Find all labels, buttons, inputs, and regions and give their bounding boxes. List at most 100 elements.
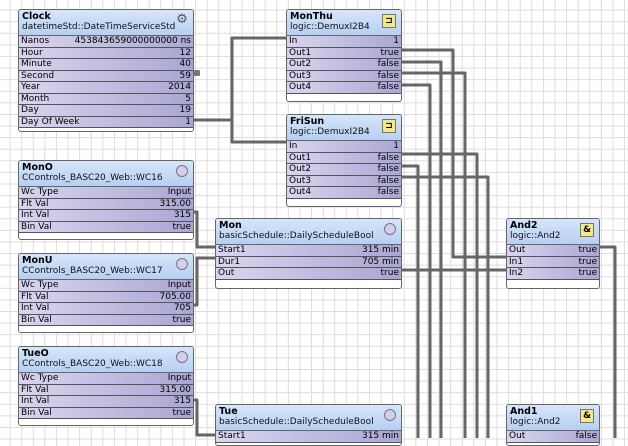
slot-row[interactable]: In 1 (287, 141, 401, 153)
slot-row[interactable]: Out true (216, 268, 401, 280)
block-monthu[interactable]: MonThu logic::DemuxI2B4 ⊐ In 1 Out1 true Out2 fa… (286, 9, 402, 102)
demux-icon: ⊐ (382, 14, 396, 28)
block-mon[interactable]: Mon basicSchedule::DailyScheduleBool Start… (215, 218, 402, 289)
slot-row[interactable]: Int Val 315 (19, 210, 193, 222)
slot-row[interactable]: In 1 (287, 36, 401, 48)
slot-value: true (380, 47, 399, 58)
slot-row[interactable]: Out2 false (287, 164, 401, 176)
wire[interactable] (230, 120, 286, 144)
wire[interactable] (400, 60, 443, 438)
wire[interactable] (598, 245, 617, 438)
slot-value: 1 (393, 141, 399, 151)
slot-row[interactable]: Out true (507, 245, 599, 257)
slot-label: In1 (509, 256, 524, 267)
slot-row[interactable]: Hour 12 (19, 47, 193, 59)
slot-row[interactable]: Year 2014 (19, 82, 193, 94)
block-header[interactable]: And2 logic::And2 & (507, 219, 599, 245)
slot-label: Second (21, 70, 55, 81)
slot-row[interactable]: Dur1 705 min (216, 256, 401, 268)
block-header[interactable]: Mon basicSchedule::DailyScheduleBool (216, 219, 401, 245)
slot-label: Flt Val (21, 198, 49, 209)
slot-value: 705.00 (159, 291, 192, 302)
and-icon: & (580, 409, 594, 423)
block-and1[interactable]: And1 logic::And2 & Out false (506, 404, 600, 446)
slot-row[interactable]: Out3 false (287, 70, 401, 82)
block-header[interactable]: MonThu logic::DemuxI2B4 ⊐ (287, 10, 401, 36)
slot-value: false (377, 175, 399, 186)
block-type: CControls_BASC20_Web::WC18 (22, 359, 163, 369)
slot-row[interactable]: Nanos 453843659000000000 ns (19, 36, 193, 48)
slot-row[interactable]: Flt Val 315.00 (19, 384, 193, 396)
slot-value: true (172, 314, 191, 325)
wire[interactable] (192, 398, 215, 437)
block-header[interactable]: MonO CControls_BASC20_Web::WC16 (19, 161, 193, 187)
slot-row[interactable]: Month 5 (19, 93, 193, 105)
slot-row[interactable]: Flt Val 705.00 (19, 291, 193, 303)
wire[interactable] (400, 71, 467, 438)
gear-icon: ⚙ (176, 12, 188, 27)
block-clock[interactable]: Clock datetimeStd::DateTimeServiceStd ⚙ Nan… (18, 9, 194, 132)
wire[interactable] (192, 210, 215, 249)
block-header[interactable]: MonU CControls_BASC20_Web::WC17 (19, 254, 193, 280)
block-title: Mon (219, 220, 242, 231)
block-type: datetimeStd::DateTimeServiceStd (22, 22, 176, 32)
block-tueo[interactable]: TueO CControls_BASC20_Web::WC18 Wc Type Inp… (18, 346, 194, 426)
block-header[interactable]: TueO CControls_BASC20_Web::WC18 (19, 347, 193, 373)
slot-row[interactable]: Start1 315 min (216, 245, 401, 257)
slot-row[interactable]: Minute 40 (19, 59, 193, 71)
slot-row[interactable]: Flt Val 315.00 (19, 198, 193, 210)
wire[interactable] (400, 83, 432, 438)
slot-row[interactable]: Wc Type Input (19, 373, 193, 385)
slot-row[interactable]: Int Val 315 (19, 396, 193, 408)
wire[interactable] (192, 256, 215, 307)
slot-row[interactable]: Bin Val true (19, 407, 193, 419)
circle-icon (384, 223, 396, 235)
slot-label: Wc Type (21, 373, 59, 383)
wire[interactable] (192, 36, 286, 122)
slot-value: Input (167, 187, 191, 197)
block-monu[interactable]: MonU CControls_BASC20_Web::WC17 Wc Type Inp… (18, 253, 194, 333)
block-header[interactable]: Tue basicSchedule::DailyScheduleBool (216, 405, 401, 431)
block-title: MonO (22, 162, 53, 173)
second-output-connector[interactable] (194, 70, 200, 76)
and-icon: & (580, 223, 594, 237)
block-frisun[interactable]: FriSun logic::DemuxI2B4 ⊐ In 1 Out1 false Out2 f… (286, 114, 402, 207)
block-header[interactable]: Clock datetimeStd::DateTimeServiceStd ⚙ (19, 10, 193, 36)
slot-row[interactable]: Out3 false (287, 175, 401, 187)
block-type: logic::DemuxI2B4 (290, 127, 370, 137)
wire[interactable] (400, 164, 420, 438)
block-mono[interactable]: MonO CControls_BASC20_Web::WC16 Wc Type Inp… (18, 160, 194, 240)
slot-label: Out (509, 431, 526, 441)
slot-value: Input (167, 280, 191, 290)
block-type: CControls_BASC20_Web::WC16 (22, 173, 163, 183)
slot-row[interactable]: Wc Type Input (19, 280, 193, 292)
slot-row[interactable]: Out1 true (287, 47, 401, 59)
slot-row[interactable]: Out4 false (287, 187, 401, 199)
slot-row[interactable]: Day 19 (19, 105, 193, 117)
slot-row[interactable]: Out4 false (287, 82, 401, 94)
slot-label: Month (21, 93, 50, 104)
slot-row[interactable]: Day Of Week 1 (19, 116, 193, 128)
slot-row[interactable]: Out false (507, 431, 599, 443)
wire[interactable] (400, 152, 479, 438)
block-and2[interactable]: And2 logic::And2 & Out true In1 true In2 true (506, 218, 600, 289)
slot-value: false (377, 70, 399, 81)
slot-value: false (575, 431, 597, 441)
slot-row[interactable]: In1 true (507, 256, 599, 268)
slot-row[interactable]: Bin Val true (19, 314, 193, 326)
slot-row[interactable]: Int Val 705 (19, 303, 193, 315)
slot-row[interactable]: Wc Type Input (19, 187, 193, 199)
slot-row[interactable]: Out1 false (287, 152, 401, 164)
block-header[interactable]: And1 logic::And2 & (507, 405, 599, 431)
slot-row[interactable]: Start1 315 min (216, 431, 401, 443)
block-type: basicSchedule::DailyScheduleBool (219, 417, 374, 427)
block-tue[interactable]: Tue basicSchedule::DailyScheduleBool Start… (215, 404, 402, 446)
slot-row[interactable]: Out2 false (287, 59, 401, 71)
block-header[interactable]: FriSun logic::DemuxI2B4 ⊐ (287, 115, 401, 141)
block-title: TueO (22, 348, 49, 359)
wire[interactable] (400, 175, 490, 438)
slot-label: Day (21, 105, 39, 115)
slot-row[interactable]: In2 true (507, 268, 599, 280)
slot-row[interactable]: Second 59 (19, 70, 193, 82)
slot-row[interactable]: Bin Val true (19, 221, 193, 233)
